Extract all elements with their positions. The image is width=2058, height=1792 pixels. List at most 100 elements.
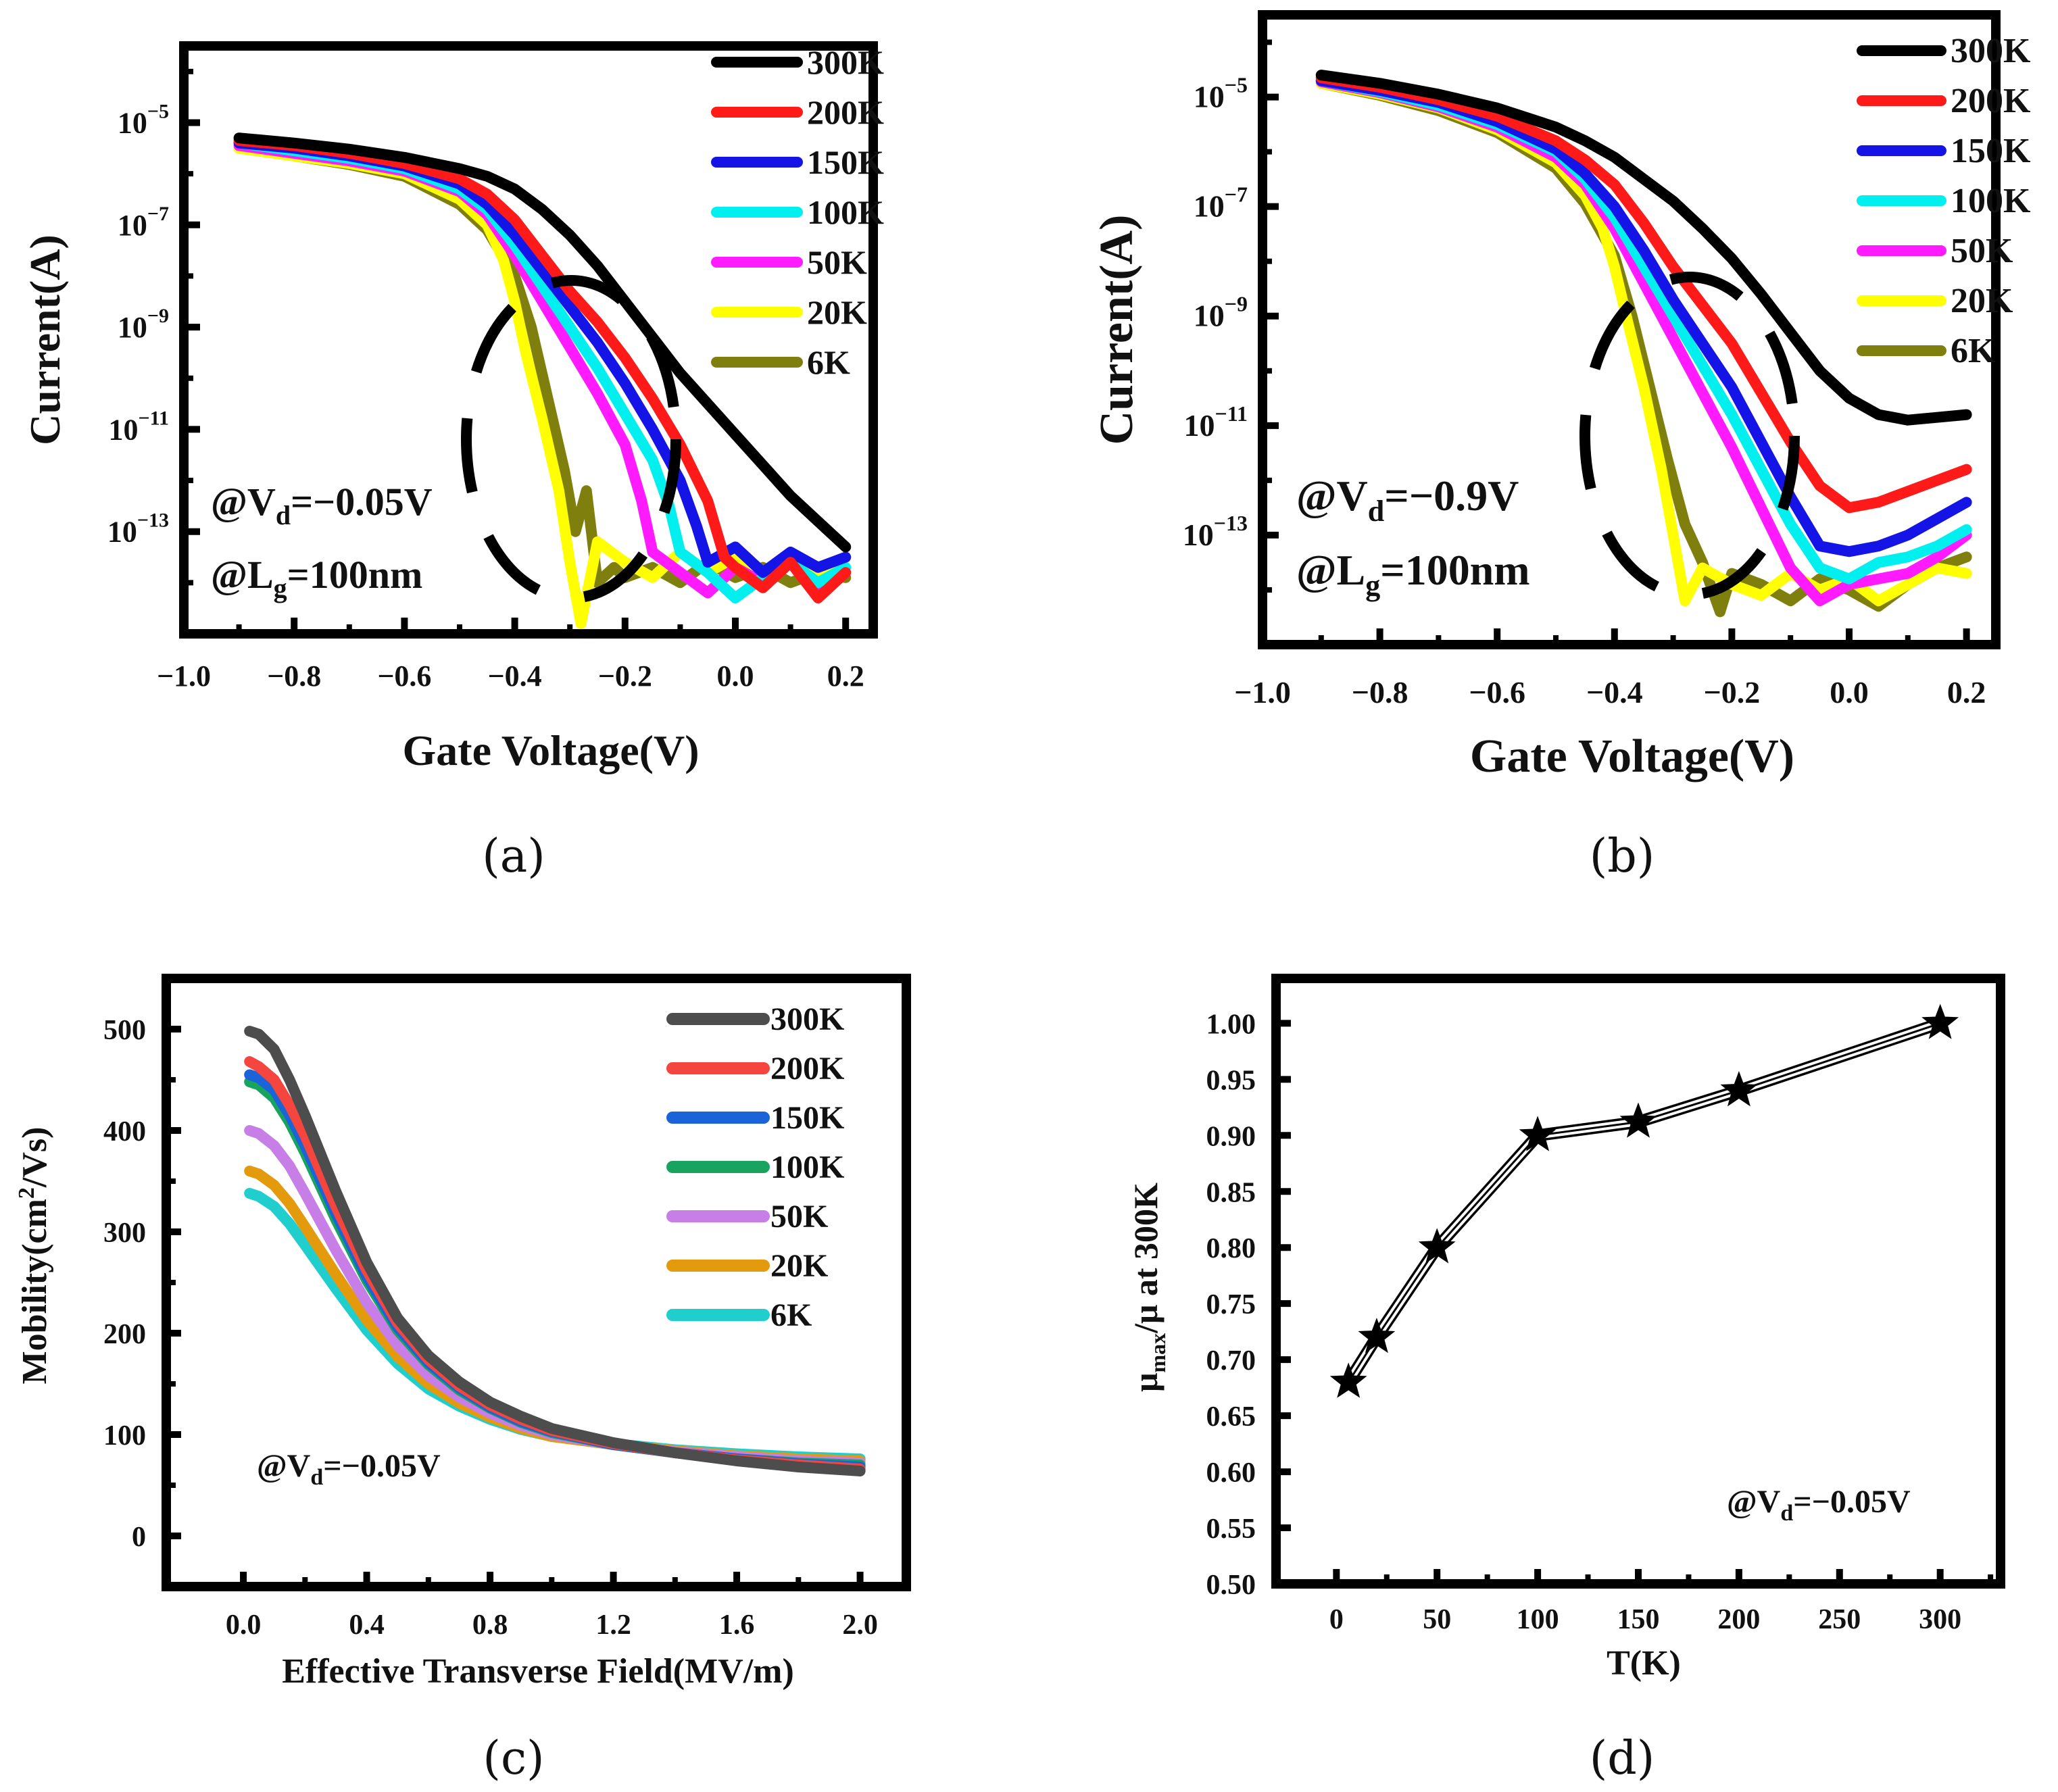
x-tick-label: −0.2 bbox=[598, 659, 652, 693]
x-tick-label: 1.2 bbox=[595, 1610, 631, 1641]
series-line-gap bbox=[1345, 1020, 1942, 1385]
x-axis-label: Gate Voltage(V) bbox=[1470, 730, 1794, 782]
x-tick-label: 0.0 bbox=[226, 1610, 262, 1641]
x-axis-label: T(K) bbox=[1607, 1644, 1681, 1683]
y-tick-label: 10−9 bbox=[118, 305, 169, 344]
annotation-vd: @Vd=−0.05V bbox=[1727, 1484, 1911, 1526]
x-tick-label: 250 bbox=[1818, 1604, 1861, 1635]
star-marker bbox=[1720, 1071, 1758, 1107]
tick-layer: 0 50 100 150 200 250 300 0.50 0.55 0.60 0.65 0.70 0.… bbox=[1206, 1009, 1994, 1635]
legend-label-100K: 100K bbox=[770, 1149, 844, 1185]
y-tick-label: 0.90 bbox=[1206, 1121, 1256, 1152]
y-tick-label: 300 bbox=[103, 1218, 146, 1249]
panel-c: 0.0 0.4 0.8 1.2 1.6 2.0 0 100 200 300 400 500 300K 2… bbox=[14, 974, 911, 1785]
plot-frame bbox=[1258, 10, 2001, 649]
x-tick-label: 0.2 bbox=[827, 659, 864, 693]
star-marker bbox=[1519, 1116, 1557, 1151]
tick-layer: −1.0 −0.8 −0.6 −0.4 −0.2 0.0 0.2 10−5 10−7 10−9 10… bbox=[1183, 39, 1986, 710]
legend-label-6K: 6K bbox=[770, 1297, 812, 1333]
legend-label-6K: 6K bbox=[1951, 332, 1996, 370]
star-marker bbox=[1329, 1362, 1367, 1398]
x-tick-label: −0.6 bbox=[377, 659, 431, 693]
y-tick-label: 0.85 bbox=[1206, 1177, 1256, 1208]
legend-label-6K: 6K bbox=[807, 343, 850, 381]
star-marker bbox=[1418, 1228, 1456, 1264]
star-marker bbox=[1619, 1102, 1657, 1138]
y-axis-label: Mobility(cm2/Vs) bbox=[14, 1127, 54, 1385]
legend: 300K 200K 150K 100K 50K 20K 6K bbox=[1857, 32, 2031, 370]
x-tick-label: 0.4 bbox=[349, 1610, 385, 1641]
plot-frame bbox=[179, 41, 878, 639]
legend-label-100K: 100K bbox=[807, 193, 884, 231]
y-tick-label: 0.70 bbox=[1206, 1345, 1256, 1376]
x-tick-label: −0.4 bbox=[488, 659, 542, 693]
x-tick-label: 0.0 bbox=[1830, 675, 1869, 710]
y-tick-label: 200 bbox=[103, 1319, 146, 1350]
series-line-outer bbox=[1343, 1017, 1942, 1386]
series-line-200K bbox=[1315, 72, 1972, 514]
y-tick-label: 0.60 bbox=[1206, 1458, 1256, 1489]
y-tick-label: 0.50 bbox=[1206, 1570, 1256, 1601]
x-tick-label: −1.0 bbox=[157, 659, 211, 693]
x-tick-label: 0 bbox=[1329, 1604, 1344, 1635]
legend-label-50K: 50K bbox=[1951, 232, 2013, 270]
y-tick-label: 10−13 bbox=[1183, 511, 1248, 552]
y-tick-label: 10−7 bbox=[118, 203, 169, 242]
y-tick-label: 1.00 bbox=[1206, 1009, 1256, 1040]
y-tick-label: 10−5 bbox=[1194, 73, 1248, 114]
legend-label-20K: 20K bbox=[807, 293, 867, 331]
x-tick-label: 150 bbox=[1617, 1604, 1660, 1635]
x-tick-label: 200 bbox=[1717, 1604, 1760, 1635]
x-tick-label: −0.2 bbox=[1704, 675, 1761, 710]
x-axis-label: Effective Transverse Field(MV/m) bbox=[282, 1652, 794, 1691]
series-line-300K bbox=[233, 132, 852, 553]
star-marker bbox=[1358, 1318, 1396, 1353]
x-tick-label: −1.0 bbox=[1234, 675, 1291, 710]
panel-a: −1.0 −0.8 −0.6 −0.4 −0.2 0.0 0.2 10−5 10−7 10−9 10… bbox=[21, 41, 884, 883]
star-marker bbox=[1921, 1003, 1959, 1039]
legend-label-150K: 150K bbox=[1951, 132, 2031, 170]
y-tick-label: 10−5 bbox=[118, 100, 169, 139]
x-tick-label: 0.8 bbox=[472, 1610, 508, 1641]
y-axis-label: Current(A) bbox=[21, 234, 69, 445]
y-axis-label: Current(A) bbox=[1091, 215, 1143, 445]
x-tick-label: −0.8 bbox=[267, 659, 321, 693]
x-tick-label: −0.6 bbox=[1469, 675, 1525, 710]
y-tick-label: 400 bbox=[103, 1116, 146, 1147]
panel-b: −1.0 −0.8 −0.6 −0.4 −0.2 0.0 0.2 10−5 10−7 10−9 10… bbox=[1091, 10, 2031, 883]
legend-label-200K: 200K bbox=[1951, 82, 2031, 120]
legend-label-300K: 300K bbox=[770, 1001, 844, 1037]
legend: 300K 200K 150K 100K 50K 20K 6K bbox=[711, 43, 884, 381]
series-line-300K bbox=[1315, 70, 1972, 426]
y-tick-label: 500 bbox=[103, 1015, 146, 1046]
annotation-lg: @Lg=100nm bbox=[1296, 546, 1530, 602]
legend-label-150K: 150K bbox=[770, 1100, 844, 1136]
legend: 300K 200K 150K 100K 50K 20K 6K bbox=[666, 1001, 844, 1333]
y-tick-label: 10−9 bbox=[1194, 292, 1248, 333]
y-tick-label: 0 bbox=[132, 1522, 146, 1553]
annotation-vd: @Vd=−0.05V bbox=[257, 1448, 441, 1490]
legend-label-200K: 200K bbox=[770, 1051, 844, 1087]
panel-label: (c) bbox=[483, 1732, 544, 1785]
tick-layer: 0.0 0.4 0.8 1.2 1.6 2.0 0 100 200 300 400 500 bbox=[103, 976, 878, 1641]
annotation-lg: @Lg=100nm bbox=[211, 553, 422, 603]
y-tick-label: 0.80 bbox=[1206, 1233, 1256, 1264]
tick-layer: −1.0 −0.8 −0.6 −0.4 −0.2 0.0 0.2 10−5 10−7 10−9 10… bbox=[107, 68, 864, 693]
highlight-ellipse bbox=[1579, 272, 1800, 600]
series-line-core bbox=[1347, 1022, 1941, 1383]
series-layer bbox=[244, 1026, 866, 1476]
series-line-20K bbox=[233, 143, 852, 629]
y-tick-label: 10−7 bbox=[1194, 182, 1248, 224]
annotation-vd: @Vd=−0.05V bbox=[211, 480, 433, 530]
x-axis-label: Gate Voltage(V) bbox=[402, 726, 699, 774]
legend-label-50K: 50K bbox=[807, 243, 867, 281]
panel-label: (d) bbox=[1590, 1732, 1655, 1785]
y-tick-label: 0.95 bbox=[1206, 1065, 1256, 1096]
x-tick-label: 1.6 bbox=[719, 1610, 755, 1641]
y-axis-label: μmax/μ at 300K bbox=[1127, 1183, 1170, 1392]
legend-label-300K: 300K bbox=[807, 43, 884, 81]
y-tick-label: 10−13 bbox=[107, 509, 169, 549]
legend-label-150K: 150K bbox=[807, 143, 884, 181]
y-tick-label: 0.75 bbox=[1206, 1289, 1256, 1320]
